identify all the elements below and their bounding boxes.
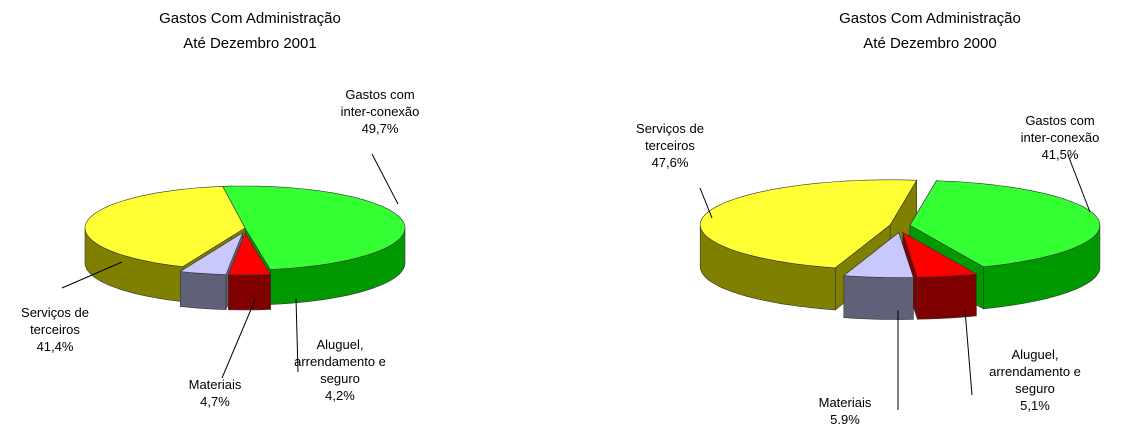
slice-top <box>699 179 918 269</box>
slice-label: Materiais 4,7% <box>175 376 255 410</box>
slice-label: Serviços de terceiros 47,6% <box>620 120 720 171</box>
slice-top <box>902 231 978 278</box>
chart-subtitle: Até Dezembro 2001 <box>183 35 317 52</box>
slice-category: Serviços de terceiros <box>636 121 704 153</box>
slice-value: 47,6% <box>651 155 689 170</box>
leader-line <box>699 187 713 219</box>
chart-subtitle: Até Dezembro 2000 <box>863 35 997 52</box>
leader-line <box>1067 154 1091 213</box>
slice-label: Materiais 5.9% <box>800 394 890 426</box>
slice-top <box>222 185 406 270</box>
slice-value: 5,1% <box>1020 398 1050 413</box>
slice-value: 5.9% <box>830 412 860 426</box>
slice-side <box>180 271 227 310</box>
slice-label: Aluguel, arrendamento e seguro 5,1% <box>980 346 1090 414</box>
slice-value: 4,7% <box>200 394 230 409</box>
pie-slice <box>843 231 914 320</box>
chart-title: Gastos Com Administração <box>159 10 341 27</box>
slice-top <box>227 232 272 276</box>
leader-line <box>295 297 299 373</box>
slice-side <box>843 275 914 320</box>
slice-top <box>909 180 1101 268</box>
slice-top <box>84 186 246 268</box>
leader-line <box>221 299 256 379</box>
slice-category: Gastos com inter-conexão <box>340 87 420 119</box>
leader-line <box>61 261 123 289</box>
slice-label: Aluguel, arrendamento e seguro 4,2% <box>290 336 390 404</box>
leader-line <box>371 153 399 205</box>
slice-top <box>843 232 914 278</box>
pie-slice <box>227 231 272 311</box>
slice-category: Materiais <box>188 377 242 392</box>
slice-value: 4,2% <box>325 388 355 403</box>
chart-title: Gastos Com Administração <box>839 10 1021 27</box>
slice-category: Aluguel, arrendamento e seguro <box>294 337 386 386</box>
slice-label: Gastos com inter-conexão 49,7% <box>330 86 430 137</box>
slice-category: Serviços de terceiros <box>21 305 89 337</box>
leader-line <box>964 309 973 396</box>
slice-category: Aluguel, arrendamento e seguro <box>989 347 1081 396</box>
slice-label: Serviços de terceiros 41,4% <box>10 304 100 355</box>
slice-side <box>917 273 977 320</box>
slice-value: 41,4% <box>36 339 74 354</box>
slice-label: Gastos com inter-conexão 41,5% <box>1010 112 1110 163</box>
slice-category: Materiais <box>818 395 872 410</box>
slice-top <box>179 232 244 275</box>
slice-value: 41,5% <box>1041 147 1079 162</box>
slice-category: Gastos com inter-conexão <box>1020 113 1100 145</box>
slice-value: 49,7% <box>361 121 399 136</box>
slice-side <box>228 274 271 311</box>
